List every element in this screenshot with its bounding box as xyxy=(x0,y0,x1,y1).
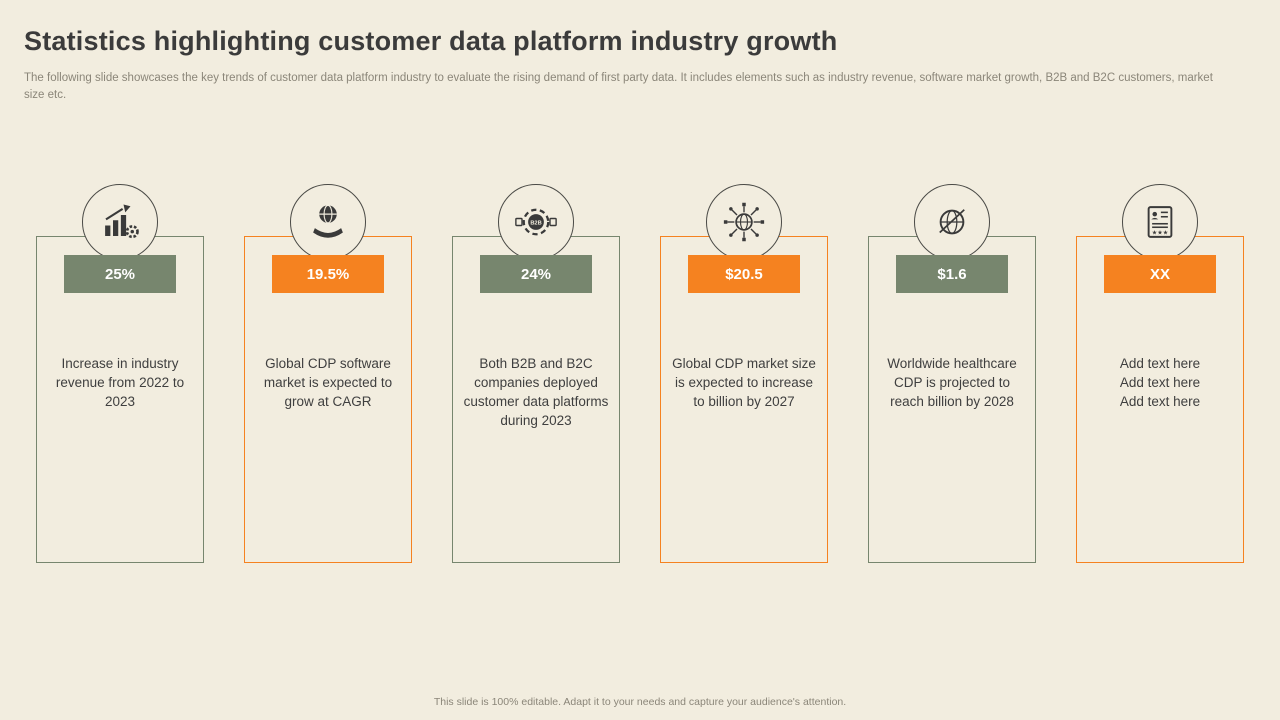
icon-circle: ★★★ xyxy=(1122,184,1198,260)
stat-card-software-market: 19.5% Global CDP software market is expe… xyxy=(244,184,412,563)
stat-description: Increase in industry revenue from 2022 t… xyxy=(55,356,185,409)
stat-card-healthcare-cdp: $1.6 Worldwide healthcare CDP is project… xyxy=(868,184,1036,563)
icon-circle xyxy=(82,184,158,260)
svg-text:B2B: B2B xyxy=(530,221,541,227)
slide-footer-note: This slide is 100% editable. Adapt it to… xyxy=(433,696,847,708)
stat-badge: XX xyxy=(1104,255,1216,293)
stat-card-placeholder: ★★★ XX Add text here Add text here Add t… xyxy=(1076,184,1244,563)
stat-badge: $1.6 xyxy=(896,255,1008,293)
page-title: Statistics highlighting customer data pl… xyxy=(24,26,838,56)
stat-badge: 19.5% xyxy=(272,255,384,293)
globe-icon xyxy=(931,201,973,243)
stat-description: Global CDP software market is expected t… xyxy=(263,356,393,409)
icon-circle xyxy=(914,184,990,260)
stat-badge: 25% xyxy=(64,255,176,293)
digital-globe-icon xyxy=(723,201,765,243)
stat-description: Both B2B and B2C companies deployed cust… xyxy=(463,356,609,428)
stat-card-b2b-b2c: B2B 24% Both B2B and B2C companies deplo… xyxy=(452,184,620,563)
icon-circle: B2B xyxy=(498,184,574,260)
icon-circle xyxy=(706,184,782,260)
slide-subtitle: The following slide showcases the key tr… xyxy=(24,72,1213,101)
growth-chart-icon xyxy=(99,201,141,243)
stat-badge: 24% xyxy=(480,255,592,293)
stat-card-industry-revenue: 25% Increase in industry revenue from 20… xyxy=(36,184,204,563)
document-person-icon: ★★★ xyxy=(1139,201,1181,243)
stat-description: Worldwide healthcare CDP is projected to… xyxy=(887,356,1017,409)
stat-card-market-size: $20.5 Global CDP market size is expected… xyxy=(660,184,828,563)
b2b-icon: B2B xyxy=(515,201,557,243)
icon-circle xyxy=(290,184,366,260)
stat-description: Add text here Add text here Add text her… xyxy=(1119,356,1201,409)
stat-description: Global CDP market size is expected to in… xyxy=(672,356,816,409)
stat-cards-row: 25% Increase in industry revenue from 20… xyxy=(0,184,1280,563)
svg-text:★★★: ★★★ xyxy=(1152,230,1169,237)
stat-badge: $20.5 xyxy=(688,255,800,293)
globe-hand-icon xyxy=(307,201,349,243)
